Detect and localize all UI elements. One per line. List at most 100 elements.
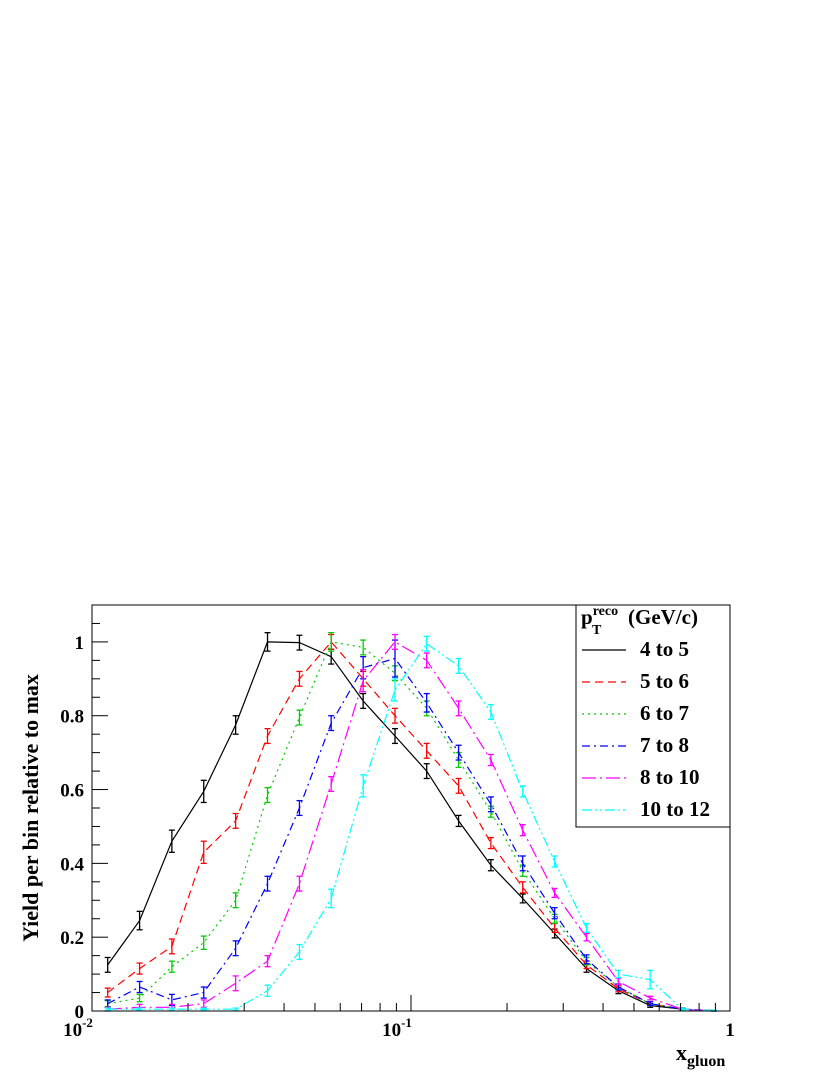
series-line [107,640,715,1012]
data-point [487,859,494,872]
x-tick-exp: -1 [401,1015,412,1030]
series-line [107,642,715,1012]
data-point [455,814,462,828]
legend-label: 8 to 10 [640,765,700,789]
y-axis-title: Yield per bin relative to max [18,674,43,942]
data-point [392,727,399,745]
legend-entry-4: 7 to 8 [582,733,689,757]
data-point [104,1007,111,1011]
data-point [232,975,239,992]
data-point [264,875,271,892]
x-tick-base: 10 [63,1020,82,1041]
data-point [423,742,430,759]
data-point [519,785,526,798]
data-point [487,704,494,721]
data-point [551,887,558,898]
data-point [296,670,303,687]
data-point [519,881,526,894]
series-line [107,641,715,1012]
data-point [615,969,622,979]
data-point [200,779,207,804]
data-point [232,1007,239,1011]
data-point [455,777,462,794]
data-point [583,932,590,942]
series-6 [104,635,718,1012]
data-point [296,634,303,651]
data-point [264,787,271,804]
data-point [487,796,494,813]
legend-entry-2: 5 to 6 [582,669,689,693]
legend-label: 5 to 6 [640,669,689,693]
data-point [487,836,494,850]
legend-entry-1: 4 to 5 [582,637,689,661]
data-point [583,922,590,934]
data-point [200,935,207,951]
legend-entry-5: 8 to 10 [582,765,700,789]
data-point [423,635,430,652]
data-point [136,962,143,975]
data-point [519,893,526,904]
data-point [296,799,303,817]
x-tick-label: 10-2 [63,1015,93,1041]
series-4 [104,639,718,1012]
data-point [487,753,494,767]
series-line [107,641,715,1012]
x-tick-base: 1 [725,1020,735,1041]
legend-label: 4 to 5 [640,637,689,661]
y-tick-label: 0.8 [60,707,84,728]
y-tick-label: 0 [75,1002,85,1023]
data-point [264,954,271,968]
data-point [360,774,367,798]
x-tick-label: 10-1 [382,1015,412,1041]
data-point [200,840,207,865]
data-point [232,812,239,829]
legend-title-sup: reco [593,604,618,619]
data-point [168,829,175,853]
data-point [264,984,271,997]
data-point [455,700,462,717]
x-tick-exp: -2 [82,1015,93,1030]
legend-label: 10 to 12 [640,797,710,821]
x-tick-base: 10 [382,1020,401,1041]
data-point [360,692,367,709]
x-axis-title-sub: gluon [687,1053,725,1070]
series-line [107,641,715,1012]
data-point [168,960,175,973]
y-tick-label: 0.6 [60,781,84,802]
y-tick-label: 0.2 [60,928,84,949]
data-point [296,943,303,960]
data-point [423,763,430,780]
data-point [423,692,430,713]
data-point [264,727,271,745]
legend-title: preco [581,604,618,629]
legend-box [575,604,731,828]
data-point [551,855,558,868]
data-point [136,1007,143,1011]
data-point [328,715,335,732]
legend-entry-3: 6 to 7 [582,701,689,725]
data-point [232,940,239,957]
data-point [519,855,526,872]
data-point [136,980,143,994]
legend: preco T (GeV/c) 4 to 5 5 to 6 6 to 7 7 to 8… [575,604,731,828]
y-tick-label: 1 [75,633,85,654]
series-line [107,657,715,1012]
data-point [296,709,303,726]
data-point [264,632,271,652]
data-point [328,775,335,793]
y-axis-title-text: Yield per bin relative to max [18,674,43,942]
data-point [200,1007,207,1011]
x-axis-title: xgluon [676,1040,725,1070]
data-point [392,633,399,650]
legend-title-unit: (GeV/c) [628,605,698,629]
legend-title-sub: T [592,623,602,638]
data-point [232,892,239,909]
data-point [328,888,335,909]
data-point [296,875,303,892]
data-point [360,639,367,656]
data-point [455,657,462,674]
data-point [392,707,399,724]
data-point [615,977,622,986]
